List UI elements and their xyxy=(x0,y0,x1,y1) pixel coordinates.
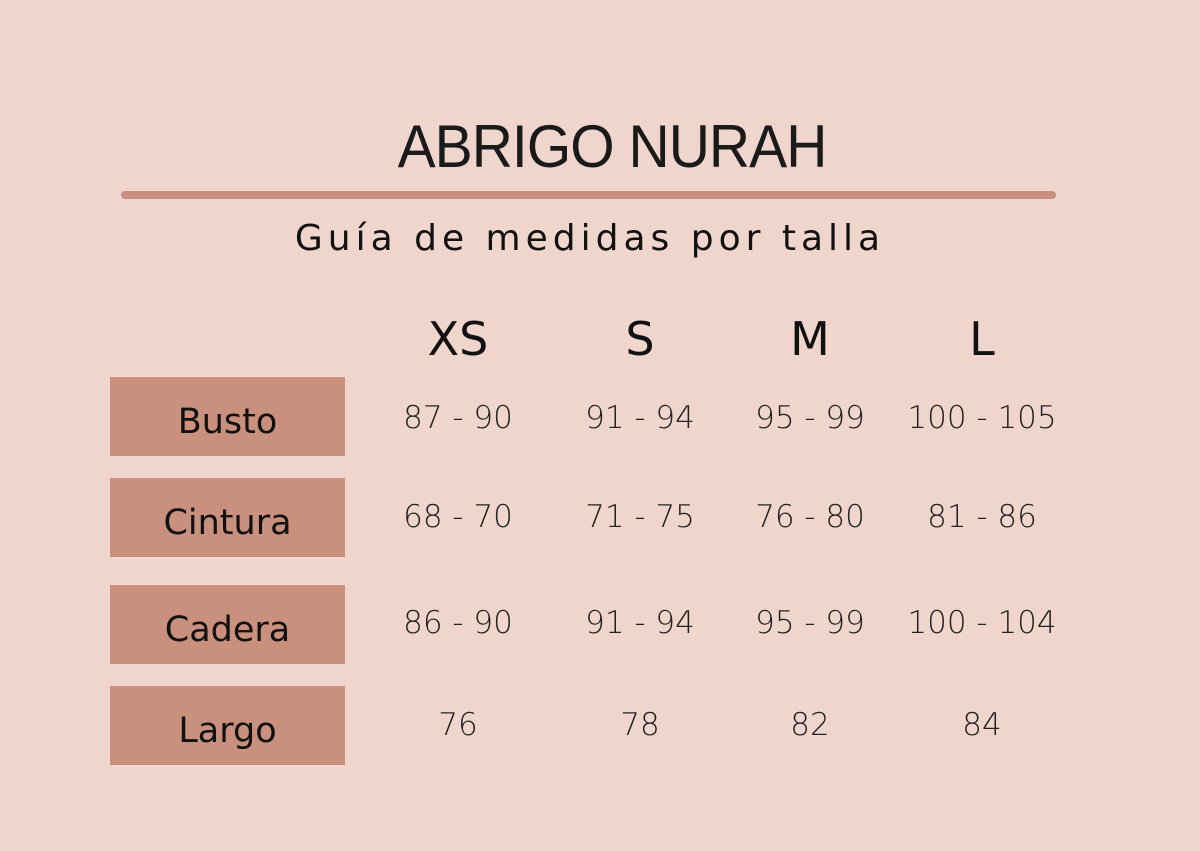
page-title: ABRIGO NURAH xyxy=(397,113,828,180)
table-cell: 68 - 70 xyxy=(403,499,513,535)
table-cell: 78 xyxy=(620,707,660,743)
table-cell: 82 xyxy=(790,707,830,743)
size-header-s: S xyxy=(625,312,655,366)
size-header-xs: XS xyxy=(427,312,489,366)
size-header-m: M xyxy=(790,312,830,366)
table-cell: 86 - 90 xyxy=(403,605,513,641)
table-cell: 76 - 80 xyxy=(755,499,865,535)
row-label-cadera: Cadera xyxy=(110,585,345,664)
title-divider xyxy=(121,191,1056,199)
table-cell: 84 xyxy=(962,707,1002,743)
table-cell: 95 - 99 xyxy=(755,400,865,436)
table-cell: 91 - 94 xyxy=(585,400,695,436)
table-cell: 100 - 104 xyxy=(907,605,1057,641)
table-cell: 81 - 86 xyxy=(927,499,1037,535)
table-cell: 95 - 99 xyxy=(755,605,865,641)
row-label-busto: Busto xyxy=(110,377,345,456)
table-cell: 91 - 94 xyxy=(585,605,695,641)
subtitle: Guía de medidas por talla xyxy=(294,218,886,259)
row-label-largo: Largo xyxy=(110,686,345,765)
table-cell: 87 - 90 xyxy=(403,400,513,436)
row-label-cintura: Cintura xyxy=(110,478,345,557)
table-cell: 100 - 105 xyxy=(907,400,1057,436)
table-cell: 71 - 75 xyxy=(585,499,695,535)
size-header-l: L xyxy=(969,312,995,366)
table-cell: 76 xyxy=(438,707,478,743)
